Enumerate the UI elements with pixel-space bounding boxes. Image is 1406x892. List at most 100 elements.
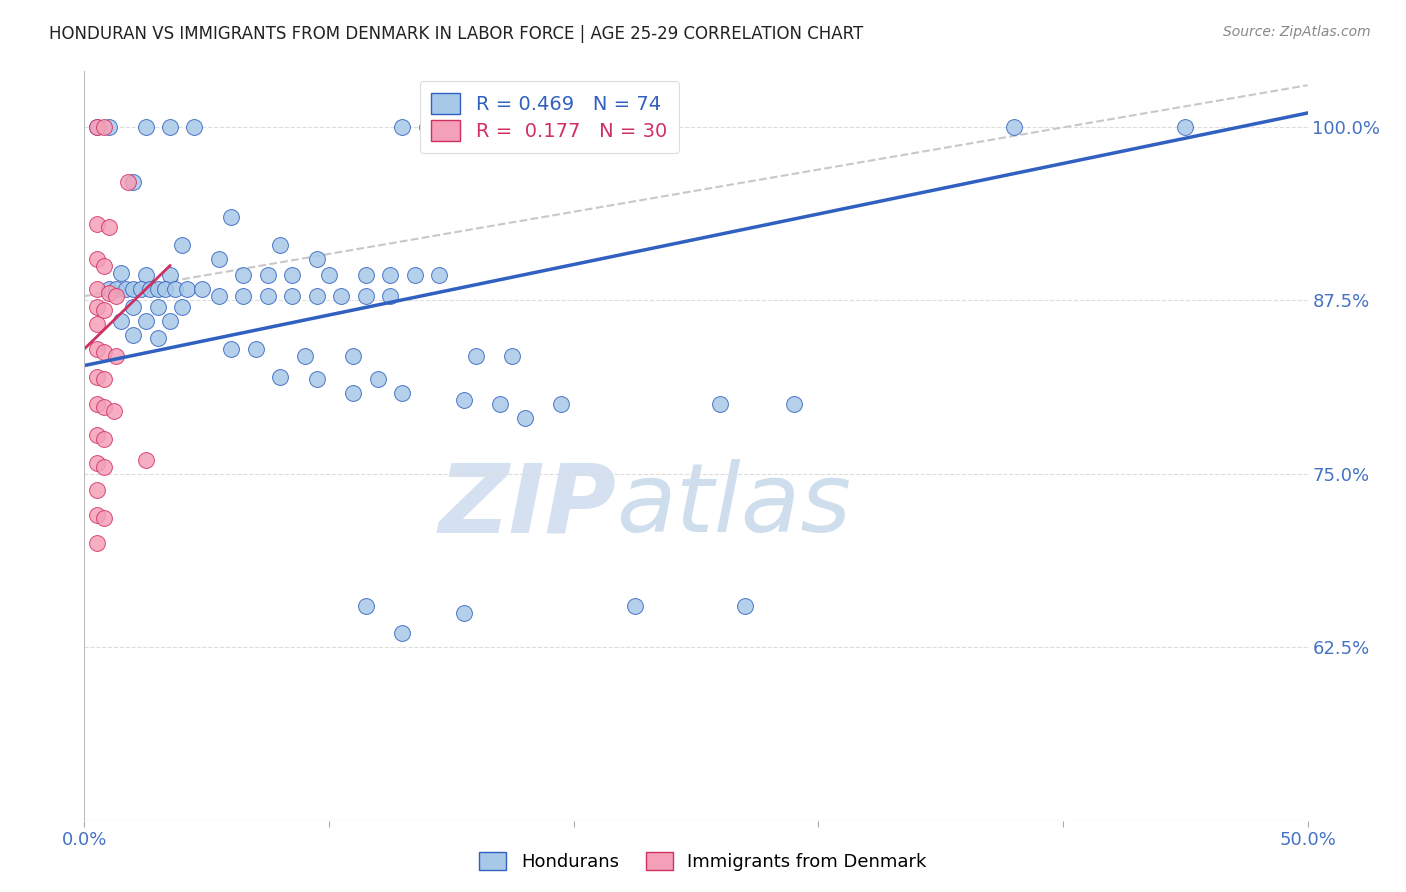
Point	[122, 175, 145, 189]
Point	[391, 626, 413, 640]
Text: atlas: atlas	[616, 459, 852, 552]
Point	[86, 508, 108, 523]
Point	[318, 268, 340, 283]
Point	[453, 606, 475, 620]
Point	[97, 219, 120, 234]
Point	[783, 397, 806, 411]
Point	[489, 397, 512, 411]
Point	[281, 268, 304, 283]
Point	[110, 314, 132, 328]
Point	[1174, 120, 1197, 134]
Point	[86, 317, 108, 331]
Legend: R = 0.469   N = 74, R =  0.177   N = 30: R = 0.469 N = 74, R = 0.177 N = 30	[419, 81, 679, 153]
Point	[153, 282, 176, 296]
Point	[269, 369, 291, 384]
Point	[86, 120, 108, 134]
Point	[342, 386, 364, 401]
Point	[97, 282, 120, 296]
Point	[117, 175, 139, 189]
Point	[367, 372, 389, 386]
Point	[97, 120, 120, 134]
Point	[105, 289, 128, 303]
Point	[110, 266, 132, 280]
Point	[257, 289, 280, 303]
Point	[146, 331, 169, 345]
Point	[245, 342, 267, 356]
Point	[391, 120, 413, 134]
Point	[172, 237, 194, 252]
Point	[208, 252, 231, 266]
Point	[354, 599, 377, 613]
Point	[416, 120, 439, 134]
Point	[97, 286, 120, 301]
Point	[391, 386, 413, 401]
Point	[105, 349, 128, 363]
Point	[93, 432, 115, 446]
Point	[159, 314, 181, 328]
Point	[502, 349, 524, 363]
Point	[513, 411, 536, 425]
Point	[135, 120, 157, 134]
Point	[86, 252, 108, 266]
Point	[159, 120, 181, 134]
Point	[159, 268, 181, 283]
Point	[93, 372, 115, 386]
Point	[86, 483, 108, 498]
Point	[427, 268, 450, 283]
Point	[453, 393, 475, 408]
Point	[146, 282, 169, 296]
Point	[86, 342, 108, 356]
Point	[269, 237, 291, 252]
Point	[342, 349, 364, 363]
Text: HONDURAN VS IMMIGRANTS FROM DENMARK IN LABOR FORCE | AGE 25-29 CORRELATION CHART: HONDURAN VS IMMIGRANTS FROM DENMARK IN L…	[49, 25, 863, 43]
Point	[191, 282, 214, 296]
Point	[122, 328, 145, 343]
Point	[354, 268, 377, 283]
Point	[105, 282, 128, 296]
Legend: Hondurans, Immigrants from Denmark: Hondurans, Immigrants from Denmark	[472, 845, 934, 879]
Point	[176, 282, 198, 296]
Point	[305, 372, 328, 386]
Point	[464, 349, 486, 363]
Point	[281, 289, 304, 303]
Point	[86, 282, 108, 296]
Point	[354, 289, 377, 303]
Point	[103, 404, 125, 418]
Point	[380, 289, 402, 303]
Point	[208, 289, 231, 303]
Point	[550, 397, 572, 411]
Point	[115, 282, 138, 296]
Point	[172, 300, 194, 314]
Point	[404, 268, 426, 283]
Point	[135, 314, 157, 328]
Point	[232, 268, 254, 283]
Point	[93, 259, 115, 273]
Point	[257, 268, 280, 283]
Point	[86, 369, 108, 384]
Point	[93, 400, 115, 414]
Point	[129, 282, 152, 296]
Text: ZIP: ZIP	[439, 459, 616, 552]
Point	[305, 252, 328, 266]
Point	[183, 120, 205, 134]
Point	[86, 456, 108, 470]
Point	[330, 289, 353, 303]
Point	[734, 599, 756, 613]
Point	[93, 459, 115, 474]
Point	[294, 349, 316, 363]
Point	[709, 397, 731, 411]
Point	[219, 210, 242, 224]
Point	[86, 300, 108, 314]
Point	[86, 428, 108, 442]
Point	[86, 217, 108, 231]
Point	[232, 289, 254, 303]
Point	[139, 282, 162, 296]
Point	[93, 511, 115, 525]
Point	[146, 300, 169, 314]
Point	[93, 344, 115, 359]
Point	[305, 289, 328, 303]
Point	[624, 599, 647, 613]
Point	[86, 536, 108, 550]
Point	[86, 397, 108, 411]
Point	[122, 300, 145, 314]
